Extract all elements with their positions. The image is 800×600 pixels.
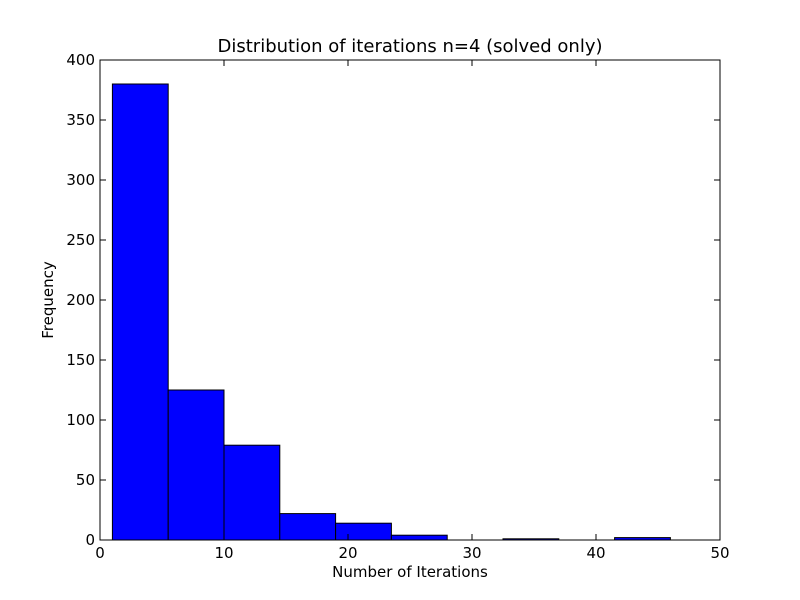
y-tick-label: 300 <box>66 171 95 189</box>
histogram-bar <box>390 534 448 541</box>
histogram-bar <box>335 522 392 541</box>
plot-frame <box>99 59 721 541</box>
y-tick-label: 50 <box>76 471 95 489</box>
histogram-bar <box>167 389 225 541</box>
x-tick-label: 50 <box>710 544 729 562</box>
histogram-bar <box>111 83 169 541</box>
x-tick-label: 0 <box>95 544 105 562</box>
y-tick-label: 200 <box>66 291 95 309</box>
y-tick-label: 0 <box>85 531 95 549</box>
histogram-bar <box>223 444 281 541</box>
y-tick-label: 350 <box>66 111 95 129</box>
x-tick-label: 40 <box>586 544 605 562</box>
y-tick-label: 100 <box>66 411 95 429</box>
x-axis-label: Number of Iterations <box>332 563 488 581</box>
y-tick-label: 250 <box>66 231 95 249</box>
y-tick-label: 400 <box>66 51 95 69</box>
histogram-bar <box>279 513 337 541</box>
x-tick-label: 30 <box>462 544 481 562</box>
ticks-group: 0 10 20 30 40 50 0 50 100 150 200 250 300 350 400 <box>66 51 729 562</box>
y-tick-label: 150 <box>66 351 95 369</box>
x-tick-label: 20 <box>338 544 357 562</box>
x-tick-label: 10 <box>214 544 233 562</box>
bars-group <box>111 83 671 541</box>
y-axis-label: Frequency <box>39 261 57 339</box>
chart-title: Distribution of iterations n=4 (solved o… <box>218 36 603 57</box>
